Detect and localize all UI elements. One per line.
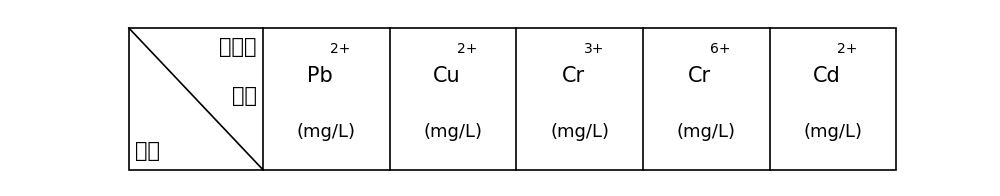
Text: (mg/L): (mg/L): [550, 123, 609, 141]
Text: 3+: 3+: [584, 42, 604, 56]
Text: 含量: 含量: [232, 86, 257, 106]
Text: (mg/L): (mg/L): [677, 123, 736, 141]
Text: Cr: Cr: [562, 66, 585, 86]
Text: 重金属: 重金属: [219, 37, 257, 57]
Text: Cr: Cr: [688, 66, 711, 86]
Text: (mg/L): (mg/L): [424, 123, 483, 141]
Text: Pb: Pb: [307, 66, 333, 86]
Text: Cd: Cd: [812, 66, 840, 86]
Text: 组号: 组号: [135, 141, 160, 161]
Text: 2+: 2+: [330, 42, 351, 56]
Text: (mg/L): (mg/L): [297, 123, 356, 141]
Text: (mg/L): (mg/L): [803, 123, 862, 141]
Text: 2+: 2+: [837, 42, 857, 56]
Text: Cu: Cu: [433, 66, 460, 86]
Text: 6+: 6+: [710, 42, 731, 56]
Text: 2+: 2+: [457, 42, 477, 56]
